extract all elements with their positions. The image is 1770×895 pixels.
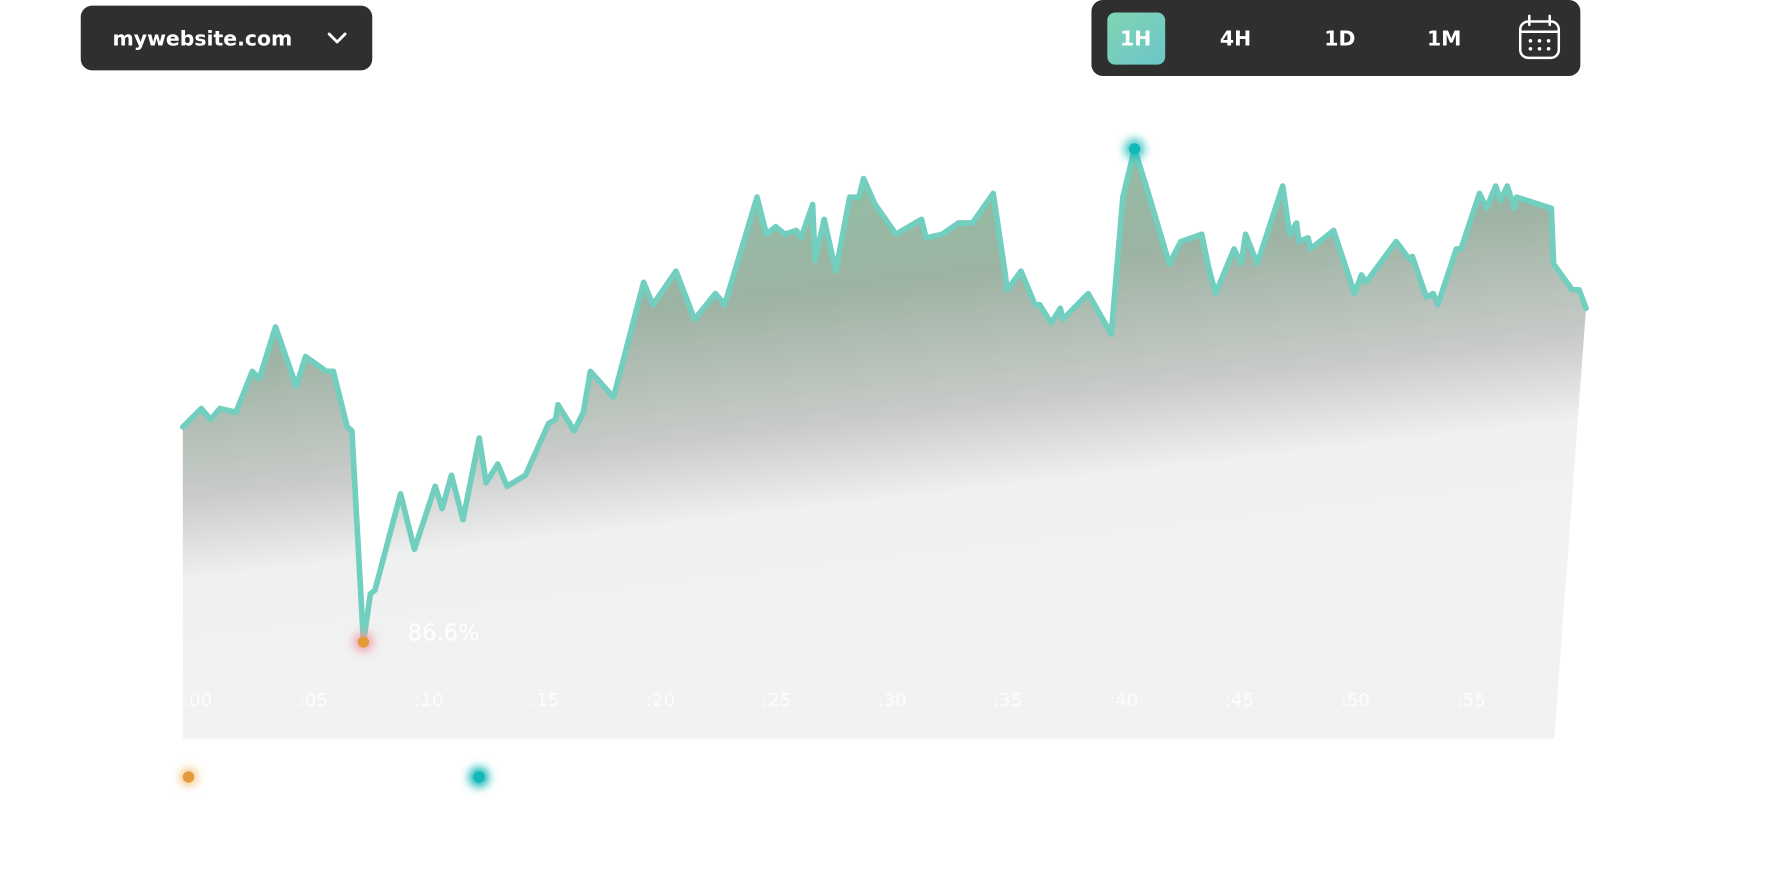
calendar-button[interactable] — [1518, 14, 1561, 60]
calendar-dot — [1537, 46, 1542, 51]
selector-box[interactable] — [80, 5, 373, 71]
x-tick-label: :40 — [1109, 690, 1138, 711]
range-button[interactable]: 1D — [1324, 27, 1355, 51]
range-button-label: 1H — [1120, 27, 1151, 51]
x-tick-label: :20 — [646, 690, 675, 711]
x-tick-label: :35 — [993, 690, 1022, 711]
calendar-dot — [1528, 39, 1533, 43]
range-button[interactable]: 1M — [1427, 27, 1462, 51]
x-tick-label: :05 — [299, 690, 328, 711]
calendar-dot — [1537, 39, 1542, 43]
range-button-active-bg — [1107, 12, 1166, 65]
x-tick-label: :50 — [1341, 690, 1370, 711]
calendar-icon — [1518, 20, 1561, 60]
range-button[interactable]: 1H — [1107, 12, 1166, 65]
x-tick-label: :10 — [414, 690, 443, 711]
range-toolbar: 1H 4H 1D 1M — [1091, 0, 1581, 77]
site-selector[interactable]: mywebsite.com — [80, 5, 373, 71]
calendar-dot — [1528, 46, 1533, 51]
range-button[interactable]: 4H — [1220, 27, 1251, 51]
legend-marker — [182, 771, 195, 783]
calendar-dot — [1546, 46, 1551, 51]
plot: :00 :05 :10 :15 :20 :25 :30 :35 :40 :45 :50 :55 86.6… — [179, 138, 1589, 788]
x-tick-label: :55 — [1456, 690, 1485, 711]
range-button-label: 4H — [1220, 27, 1251, 51]
value-label: 86.6% — [408, 621, 480, 647]
chevron-icon — [327, 32, 347, 44]
min-marker — [357, 636, 370, 648]
toolbar-box — [1091, 0, 1581, 77]
x-tick-label: :45 — [1225, 690, 1254, 711]
selector-text: mywebsite.com — [113, 27, 293, 51]
area-fill — [182, 148, 1587, 739]
line — [180, 146, 1589, 645]
x-tick-label: :00 — [183, 690, 212, 711]
range-button-label: 1M — [1427, 27, 1462, 51]
calendar-dot — [1546, 39, 1551, 43]
max-marker — [1128, 143, 1141, 155]
x-tick-label: :30 — [877, 690, 906, 711]
range-button-label: 1D — [1324, 27, 1355, 51]
x-tick-label: :15 — [530, 690, 559, 711]
legend-marker — [473, 771, 485, 783]
x-tick-label: :25 — [762, 690, 791, 711]
